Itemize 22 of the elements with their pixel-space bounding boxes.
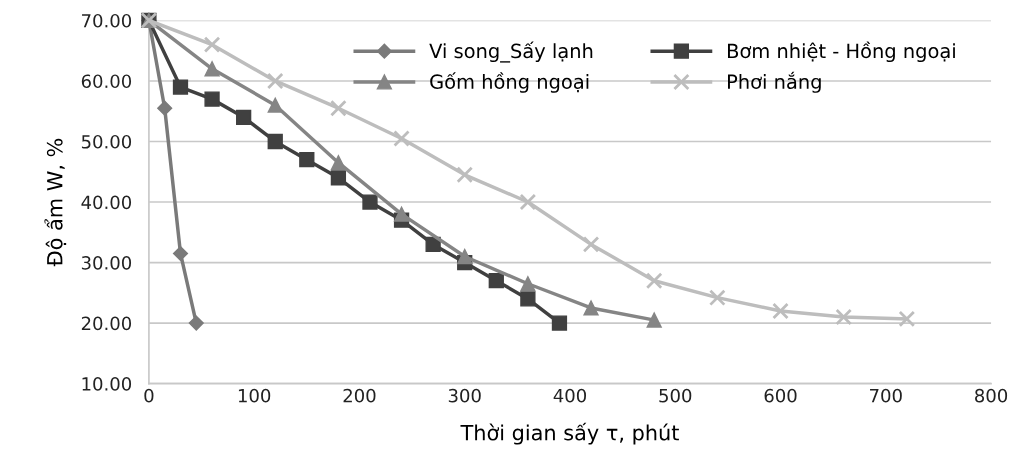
y-tick-label: 40.00 xyxy=(81,195,132,210)
y-axis-title: Độ ẩm W, % xyxy=(44,138,67,267)
legend-label: Bơm nhiệt - Hồng ngoại xyxy=(728,41,955,63)
x-tick-label: 700 xyxy=(870,388,902,403)
y-tick-label: 50.00 xyxy=(81,134,132,149)
legend-label: Phơi nắng xyxy=(728,71,821,93)
x-tick-label: 800 xyxy=(975,388,1008,403)
y-tick-label: 20.00 xyxy=(81,316,132,331)
legend-label: Vi song_Sấy lạnh xyxy=(429,41,593,63)
x-tick-label: 300 xyxy=(448,388,481,403)
x-tick-label: 200 xyxy=(343,388,376,403)
x-axis-title: Thời gian sấy τ, phút xyxy=(460,422,679,445)
y-tick-label: 60.00 xyxy=(81,74,132,89)
x-tick-label: 0 xyxy=(144,388,154,403)
legend-label: Gốm hồng ngoại xyxy=(430,72,589,93)
x-tick-label: 600 xyxy=(764,388,797,403)
y-tick-label: 30.00 xyxy=(81,256,132,270)
y-tick-label: 10.00 xyxy=(82,377,132,391)
x-tick-label: 400 xyxy=(553,388,587,403)
y-tick-label: 70.00 xyxy=(82,13,132,28)
x-tick-label: 500 xyxy=(659,388,692,403)
x-tick-label: 100 xyxy=(238,388,271,403)
